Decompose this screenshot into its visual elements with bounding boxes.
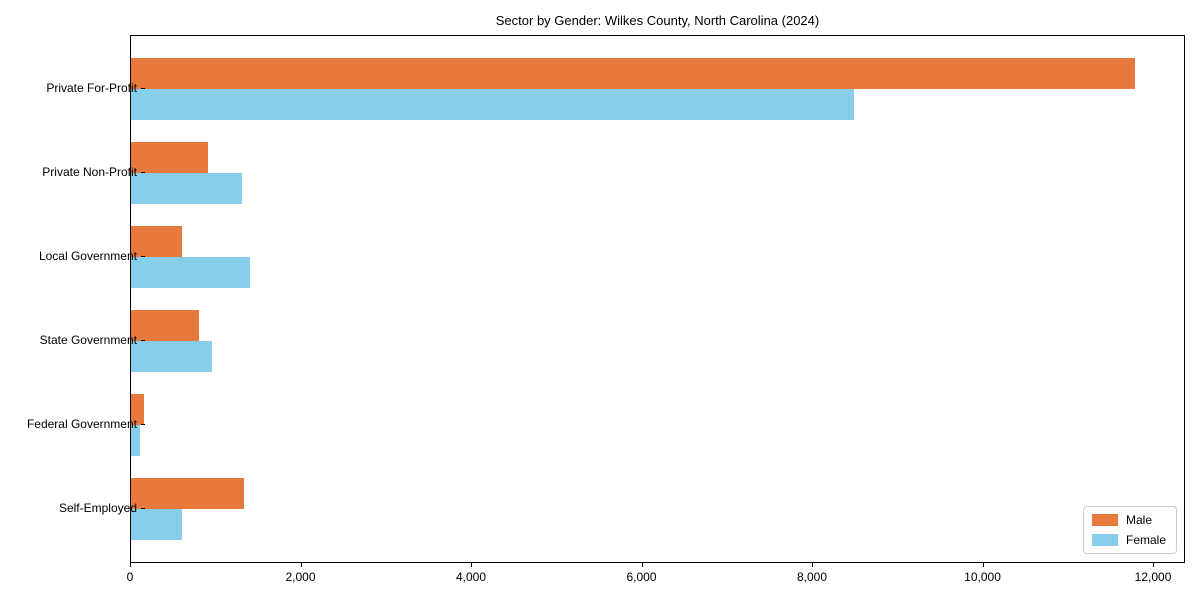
bar-female-private-for-profit [131,89,855,120]
bar-female-state-government [131,341,212,372]
legend-item-female: Female [1091,533,1166,547]
x-axis-tick-label: 8,000 [797,570,828,584]
legend-swatch-female [1091,534,1118,546]
x-axis-tick [471,563,472,567]
legend: Male Female [1082,506,1177,554]
legend-swatch-male [1091,514,1118,526]
legend-item-male: Male [1091,513,1166,527]
bar-group [131,226,1184,288]
x-axis-tick-label: 6,000 [626,570,657,584]
bar-female-local-government [131,257,251,288]
x-axis-tick-label: 0 [126,570,134,584]
y-axis-tick [141,172,145,173]
x-axis-tick [300,563,302,567]
x-axis-tick [812,563,814,567]
category-row [131,383,1184,467]
category-row [131,131,1184,215]
bar-male-federal-government [131,394,144,425]
bar-group [131,478,1184,540]
category-row [131,47,1184,131]
x-axis-tick [130,563,131,567]
bar-group [131,310,1184,372]
x-axis-tick [641,563,643,567]
y-axis-tick [141,88,145,89]
category-row [131,467,1184,551]
y-axis-tick [141,424,145,425]
legend-label: Male [1125,513,1152,527]
bar-female-self-employed [131,509,183,540]
x-axis-tick-label: 10,000 [964,570,1001,584]
y-axis-tick [141,256,145,257]
category-row [131,299,1184,383]
x-axis-tick-label: 4,000 [455,570,487,584]
y-axis-label: Self-Employed [58,501,137,515]
plot-area: Male Female [130,35,1185,563]
bar-male-self-employed [131,478,245,509]
bar-rows [131,47,1184,551]
bar-group [131,58,1184,120]
x-axis-tick-label: 12,000 [1134,570,1172,584]
y-axis-tick [141,340,145,341]
bar-group [131,142,1184,204]
legend-label: Female [1125,533,1166,547]
chart-title: Sector by Gender: Wilkes County, North C… [495,13,820,28]
bar-male-state-government [131,310,200,341]
bar-male-local-government [131,226,183,257]
x-axis-tick [982,563,984,567]
bar-group [131,394,1184,456]
category-row [131,215,1184,299]
y-axis-label: State Government [39,333,137,347]
bar-female-federal-government [131,425,140,456]
bar-male-private-non-profit [131,142,208,173]
y-axis-label: Private For-Profit [46,81,137,95]
y-axis-label: Federal Government [26,417,137,431]
bar-male-private-for-profit [131,58,1136,89]
y-axis-label: Private Non-Profit [42,165,137,179]
bar-female-private-non-profit [131,173,242,204]
y-axis-tick [141,508,145,509]
y-axis-label: Local Government [38,249,137,263]
x-axis-tick-label: 2,000 [285,570,316,584]
x-axis-tick [1153,563,1155,567]
